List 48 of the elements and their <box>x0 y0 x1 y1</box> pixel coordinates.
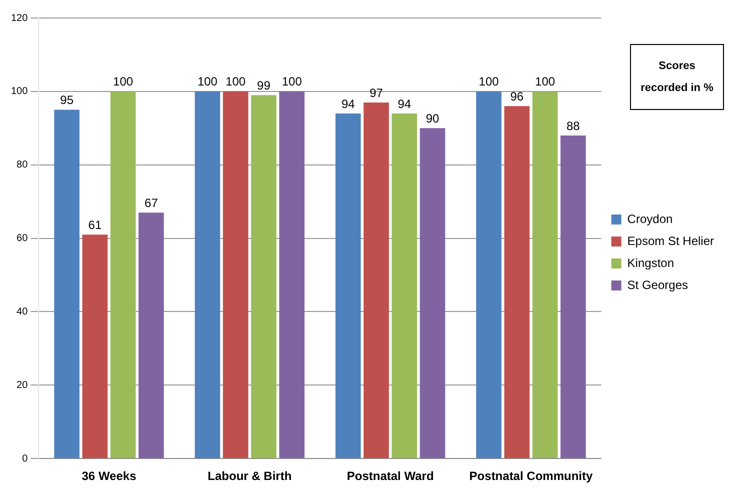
y-tick-label: 120 <box>10 12 28 24</box>
bar <box>504 106 530 458</box>
data-label: 99 <box>257 78 271 92</box>
data-label: 90 <box>426 111 440 126</box>
bar <box>194 91 220 458</box>
bar <box>335 113 361 458</box>
y-tick-label: 0 <box>22 453 28 464</box>
legend-label: Croydon <box>627 212 673 226</box>
x-tick-label: Postnatal Community <box>469 469 593 484</box>
y-tick-label: 100 <box>10 86 28 98</box>
bar <box>251 95 276 458</box>
data-label: 67 <box>144 196 158 210</box>
bar <box>420 128 446 458</box>
data-label: 96 <box>510 89 524 104</box>
data-label: 94 <box>341 96 356 111</box>
bar <box>222 91 248 458</box>
y-tick-label: 60 <box>16 233 28 244</box>
y-tick-label: 80 <box>16 160 28 171</box>
data-label: 100 <box>113 74 134 89</box>
x-tick-label: Labour & Birth <box>208 469 292 484</box>
data-label: 100 <box>282 74 302 89</box>
bar <box>392 113 418 458</box>
x-tick-label: Postnatal Ward <box>346 469 434 484</box>
data-label: 94 <box>398 96 412 111</box>
bar <box>476 91 502 458</box>
data-label: 95 <box>60 93 74 108</box>
data-label: 97 <box>370 86 384 100</box>
text: Scores recorded in % <box>630 44 724 110</box>
y-tick-label: 40 <box>16 306 28 318</box>
x-tick-label: 36 Weeks <box>82 469 137 484</box>
data-label: 100 <box>197 74 218 89</box>
data-label: 88 <box>566 118 580 133</box>
bar <box>82 234 108 458</box>
data-label: 100 <box>478 74 500 89</box>
y-tick-label: 20 <box>16 380 28 391</box>
bar <box>110 91 136 458</box>
bar <box>532 91 558 458</box>
bar <box>279 91 305 458</box>
bar <box>364 102 389 458</box>
legend-label: Epsom St Helier <box>627 234 714 248</box>
bar <box>54 110 80 458</box>
data-label: 61 <box>88 218 102 232</box>
legend-label: St Georges <box>627 278 688 292</box>
legend-label: Kingston <box>627 256 674 270</box>
bar <box>138 212 164 458</box>
data-label: 100 <box>535 74 556 89</box>
bar <box>560 135 586 458</box>
data-label: 100 <box>226 74 246 89</box>
